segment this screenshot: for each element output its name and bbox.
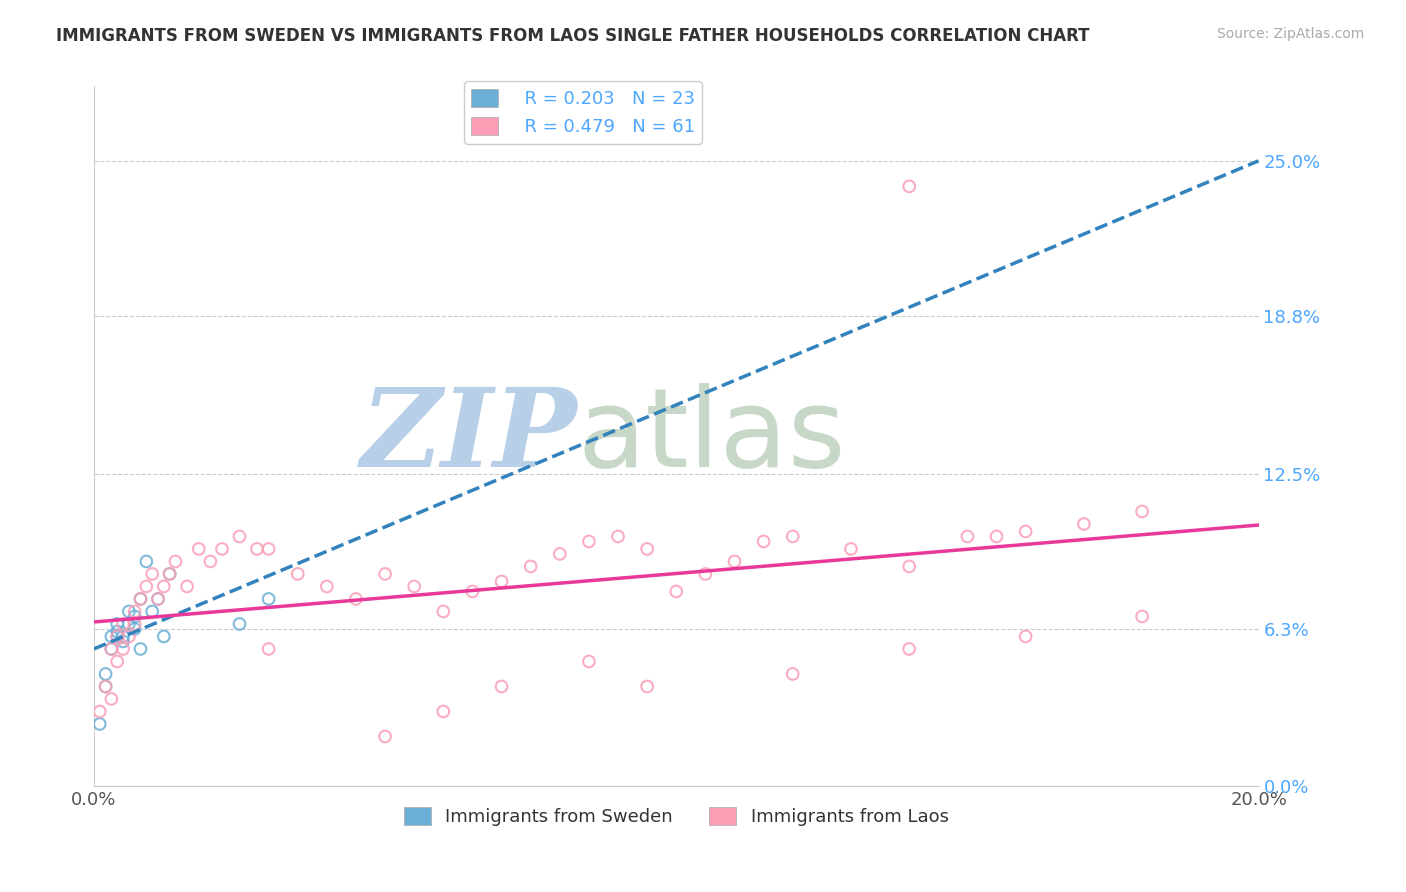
Point [228,529,250,543]
Point [548,547,571,561]
Point [898,559,921,574]
Point [374,730,396,744]
Point [124,609,146,624]
Point [287,566,309,581]
Point [159,566,181,581]
Point [839,541,862,556]
Point [404,579,426,593]
Point [141,604,163,618]
Point [105,655,128,669]
Point [94,667,117,681]
Point [100,692,122,706]
Point [752,534,775,549]
Point [257,591,280,606]
Point [1130,609,1153,624]
Point [636,680,658,694]
Point [129,642,152,657]
Point [1130,504,1153,518]
Point [315,579,337,593]
Text: atlas: atlas [578,383,846,490]
Point [491,680,513,694]
Point [112,642,135,657]
Point [898,179,921,194]
Point [432,604,454,618]
Point [578,655,600,669]
Point [986,529,1008,543]
Point [89,705,111,719]
Point [135,554,157,568]
Point [246,541,269,556]
Point [105,630,128,644]
Point [159,566,181,581]
Point [578,534,600,549]
Legend: Immigrants from Sweden, Immigrants from Laos: Immigrants from Sweden, Immigrants from … [396,799,956,833]
Point [94,680,117,694]
Point [665,584,688,599]
Point [124,616,146,631]
Point [723,554,745,568]
Point [211,541,233,556]
Point [146,591,169,606]
Point [100,642,122,657]
Point [141,566,163,581]
Point [112,630,135,644]
Point [432,705,454,719]
Point [187,541,209,556]
Point [105,630,128,644]
Point [782,667,804,681]
Point [374,566,396,581]
Point [100,630,122,644]
Point [105,616,128,631]
Point [636,541,658,556]
Point [607,529,630,543]
Point [89,717,111,731]
Point [118,616,141,631]
Point [124,622,146,636]
Point [118,630,141,644]
Text: ZIP: ZIP [360,383,578,491]
Point [1014,524,1036,539]
Point [100,642,122,657]
Point [129,591,152,606]
Point [129,591,152,606]
Text: IMMIGRANTS FROM SWEDEN VS IMMIGRANTS FROM LAOS SINGLE FATHER HOUSEHOLDS CORRELAT: IMMIGRANTS FROM SWEDEN VS IMMIGRANTS FRO… [56,27,1090,45]
Point [228,616,250,631]
Point [146,591,169,606]
Point [344,591,367,606]
Point [153,630,176,644]
Point [124,604,146,618]
Point [461,584,484,599]
Point [519,559,541,574]
Point [898,642,921,657]
Point [118,604,141,618]
Point [165,554,187,568]
Point [257,541,280,556]
Point [695,566,717,581]
Point [176,579,198,593]
Point [491,574,513,589]
Point [782,529,804,543]
Point [200,554,222,568]
Point [135,579,157,593]
Point [112,634,135,648]
Point [956,529,979,543]
Point [1014,630,1036,644]
Point [105,624,128,639]
Point [1073,516,1095,531]
Point [94,680,117,694]
Point [257,642,280,657]
Text: Source: ZipAtlas.com: Source: ZipAtlas.com [1216,27,1364,41]
Point [153,579,176,593]
Point [112,616,135,631]
